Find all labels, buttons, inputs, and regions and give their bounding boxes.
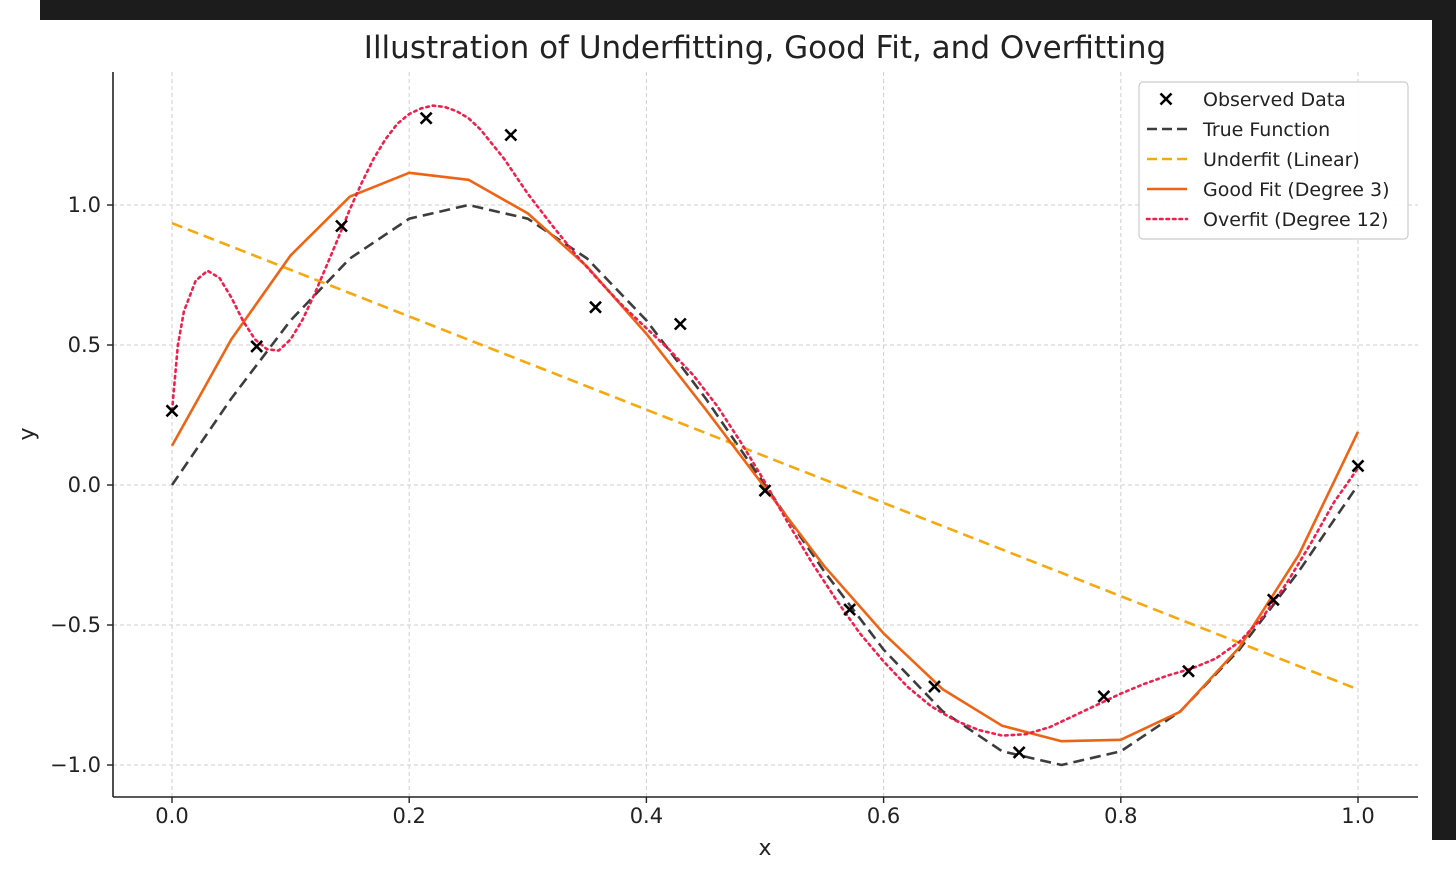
observed-point — [250, 339, 264, 353]
x-tick-label: 0.2 — [392, 804, 425, 828]
observed-point-stroke — [419, 111, 433, 125]
x-tick-label: 0.0 — [155, 804, 188, 828]
x-tick-label: 1.0 — [1341, 804, 1374, 828]
legend: Observed Data True Function Underfit (Line… — [1138, 81, 1409, 240]
x-tick-label: 0.8 — [1104, 804, 1137, 828]
observed-point — [165, 404, 179, 418]
x-tick-label: 0.4 — [630, 804, 663, 828]
y-tick-label: −1.0 — [50, 753, 101, 777]
observed-point-stroke — [250, 339, 264, 353]
legend-entry: Overfit (Degree 12) — [1145, 209, 1388, 231]
legend-box — [1138, 81, 1409, 240]
series-line-overfit-degree-12 — [170, 104, 1360, 737]
observed-point-stroke — [928, 680, 941, 694]
observed-point-stroke — [504, 128, 518, 142]
observed-point-stroke — [1266, 593, 1280, 607]
y-tick-label: 1.0 — [68, 193, 101, 217]
observed-point-stroke — [1012, 745, 1026, 759]
observed-point — [928, 680, 941, 694]
observed-point — [1182, 664, 1195, 678]
observed-point-stroke — [843, 603, 857, 617]
axes — [112, 72, 1418, 798]
legend-label: Overfit (Degree 12) — [1203, 209, 1388, 231]
y-axis-label: y — [15, 427, 40, 440]
observed-point-stroke — [1097, 689, 1111, 703]
window-top-bar — [40, 0, 1456, 20]
observed-point — [1266, 593, 1280, 607]
observed-point — [589, 300, 602, 314]
y-tick-label: −0.5 — [50, 613, 101, 637]
observed-point-stroke — [335, 219, 348, 233]
legend-entry: Observed Data — [1159, 89, 1346, 111]
observed-point — [419, 111, 433, 125]
observed-point-stroke — [758, 484, 772, 498]
observed-point-stroke — [673, 317, 687, 331]
observed-point — [1012, 745, 1026, 759]
observed-point-stroke — [589, 300, 602, 314]
observed-point — [673, 317, 687, 331]
legend-entry: True Function — [1147, 119, 1330, 141]
observed-points — [165, 111, 1365, 759]
y-tick-label: 0.5 — [68, 333, 101, 357]
observed-point — [1351, 459, 1365, 473]
legend-entry: Underfit (Linear) — [1147, 149, 1360, 171]
legend-label: Observed Data — [1203, 89, 1346, 111]
chart-title: Illustration of Underfitting, Good Fit, … — [364, 30, 1166, 66]
observed-point — [843, 603, 857, 617]
observed-point-stroke — [1182, 664, 1195, 678]
y-ticks: −1.0 −0.5 0.0 0.5 1.0 — [50, 193, 113, 777]
x-ticks: 0.0 0.2 0.4 0.6 0.8 1.0 — [155, 797, 1375, 828]
series-line-true-function — [170, 203, 1360, 767]
legend-label: True Function — [1202, 119, 1330, 141]
observed-point-stroke — [165, 404, 179, 418]
legend-label: Underfit (Linear) — [1203, 149, 1360, 171]
observed-point — [1097, 689, 1111, 703]
legend-label: Good Fit (Degree 3) — [1203, 179, 1390, 201]
legend-entry: Good Fit (Degree 3) — [1147, 179, 1390, 201]
series-layer — [170, 104, 1360, 767]
window-right-bar — [1432, 0, 1456, 840]
legend-marker — [1159, 92, 1173, 106]
x-tick-label: 0.6 — [867, 804, 900, 828]
y-tick-label: 0.0 — [68, 473, 101, 497]
series-line-underfit-linear — [171, 221, 1359, 691]
x-axis-label: x — [758, 836, 771, 861]
observed-point — [335, 219, 348, 233]
observed-point — [504, 128, 518, 142]
observed-point — [758, 484, 772, 498]
observed-point-stroke — [1351, 459, 1365, 473]
series-line-good-fit-degree-3 — [170, 171, 1360, 743]
